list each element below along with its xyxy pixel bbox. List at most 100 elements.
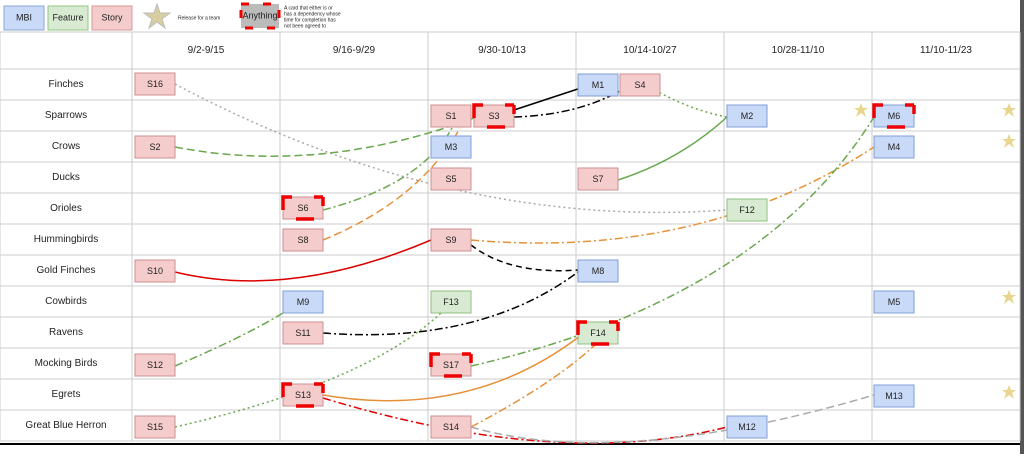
column-header: 10/28-11/10 [772,45,825,56]
card-flag [281,195,325,221]
card-label: S13 [295,390,311,400]
card-flag [872,103,916,129]
dependency [470,116,875,367]
legend-anything-swatch [239,2,281,30]
row-label: Ravens [49,327,83,338]
card-label: F12 [739,205,755,215]
row-label: Ducks [52,172,80,183]
grid: 9/2-9/15 9/16-9/29 9/30-10/13 10/14-10/27 10… [0,31,1021,445]
dependency [470,146,875,244]
card-label: M8 [592,266,605,276]
card-label: S8 [297,235,308,245]
legend-feature: Feature [52,12,83,22]
legend-note: not been agreed to [284,23,326,29]
card-flag [472,103,516,129]
card [134,415,176,439]
card-label: S15 [147,422,163,432]
card [726,198,768,222]
card-label: F13 [443,297,459,307]
card [134,353,176,377]
legend-feature-swatch [47,5,89,31]
card-label: S14 [443,422,459,432]
card [282,321,324,345]
column-header: 9/2-9/15 [188,45,225,56]
legend-mbi-swatch [3,5,45,31]
card-label: S3 [488,111,499,121]
card-label: M9 [297,297,310,307]
dependency [174,239,432,282]
row-label: Gold Finches [37,265,96,276]
dependency [174,301,453,428]
release-star [1002,290,1016,304]
dependency [174,301,301,367]
card [619,73,661,97]
release-star [1002,385,1016,399]
column-header: 9/16-9/29 [333,45,376,56]
card [134,72,176,96]
legend-note: A card that either is or [284,5,333,11]
card-label: S12 [147,360,163,370]
card-label: S2 [149,142,160,152]
legend-note: has a dependency whose [284,11,341,17]
column-header: 10/14-10/27 [623,45,677,56]
card [873,135,915,159]
column-header: 11/10-11/23 [920,45,972,56]
cards: S16 M1 S4 S1 S3 M2 M6 S2 M3 M4 S5 S7 S6 F12 S8 S9 S10 M8 M… [134,72,916,439]
release-stars [854,103,1016,399]
card [577,167,619,191]
legend-anything: Anything [242,10,277,20]
card [577,259,619,283]
card-label: S10 [147,266,163,276]
card-label: M3 [445,142,458,152]
card-label: M13 [885,391,903,401]
column-header: 9/30-10/13 [478,45,526,56]
row-label: Hummingbirds [34,234,98,245]
row-label: Egrets [52,389,81,400]
card-label: S9 [445,235,456,245]
legend-release: Release for a team [178,15,220,21]
card [430,104,472,128]
card-label: S11 [295,328,310,338]
release-star [854,103,868,117]
card [134,259,176,283]
card-label: M5 [888,297,901,307]
dependency [322,127,453,211]
card-label: M4 [888,142,901,152]
row-label: Orioles [50,203,82,214]
card-label: M12 [738,422,756,432]
row-label: Finches [48,79,83,90]
card-label: S16 [147,79,163,89]
row-label: Cowbirds [45,296,87,307]
row-label: Sparrows [45,110,87,121]
dependency [322,397,728,444]
card [282,290,324,314]
card [873,290,915,314]
card-label: M2 [741,111,754,121]
card [577,73,619,97]
card-label: F14 [590,328,606,338]
dependency [322,335,581,402]
legend-story: Story [101,12,123,22]
right-edge [1020,0,1024,454]
card-label: S1 [445,111,456,121]
legend-note: time for completion has [284,17,336,23]
card-flag [576,320,620,346]
legend: MBI Feature Story Release for a team Any… [3,2,341,31]
card-flag [281,382,325,408]
release-star [1002,103,1016,117]
card-label: M1 [592,80,605,90]
card [430,228,472,252]
card-label: S6 [297,203,308,213]
card [430,415,472,439]
card [726,415,768,439]
card [282,228,324,252]
card-label: S5 [445,174,456,184]
card-label: S17 [443,360,459,370]
card-flag [429,352,473,378]
card-label: S4 [634,80,645,90]
card [134,135,176,159]
release-star [1002,134,1016,148]
dependency [174,117,475,157]
card [726,104,768,128]
